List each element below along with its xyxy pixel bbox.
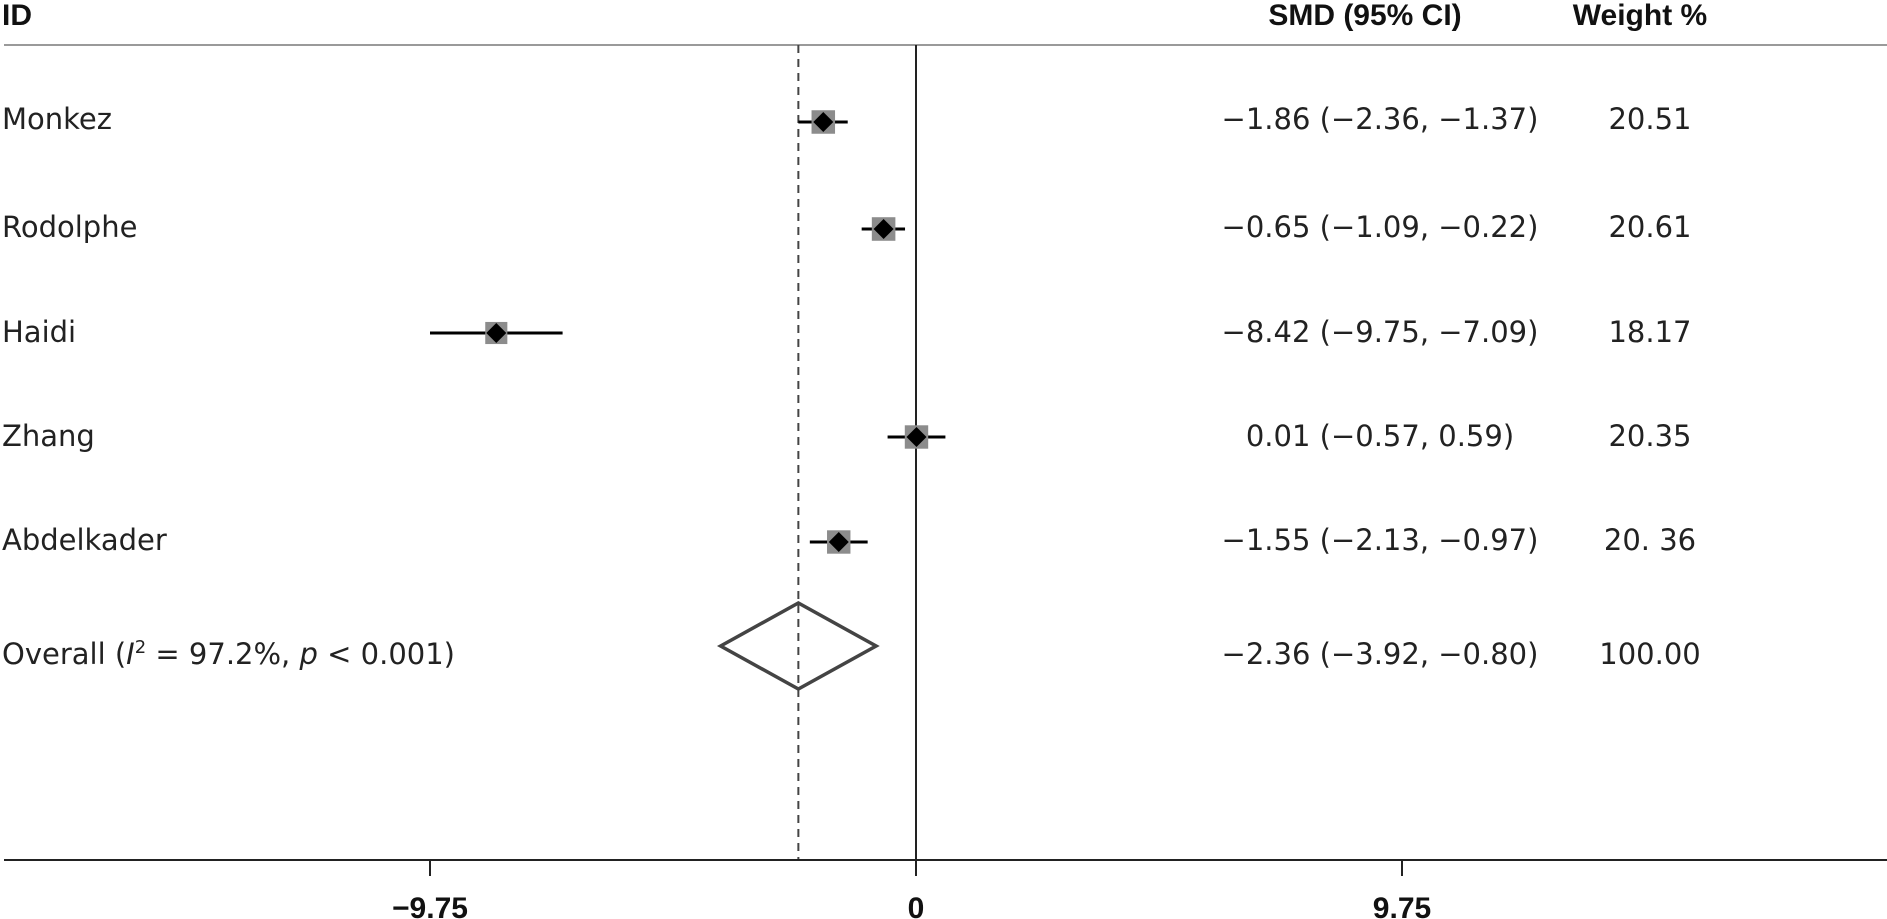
overall-weight-text: 100.00 bbox=[1599, 637, 1700, 671]
study-weight-text: 18.17 bbox=[1608, 315, 1691, 349]
study-label: Zhang bbox=[2, 419, 95, 453]
point-estimate-monkez bbox=[813, 112, 834, 132]
study-label: Haidi bbox=[2, 315, 76, 349]
study-weight-text: 20.51 bbox=[1608, 102, 1691, 136]
study-label: Abdelkader bbox=[2, 523, 167, 557]
study-weight-text: 20. 36 bbox=[1604, 523, 1696, 557]
point-estimate-abdelkader bbox=[828, 532, 849, 552]
study-row-rodolphe: Rodolphe −0.65 (−1.09, −0.22) 20.61 bbox=[2, 210, 1692, 244]
header-id: ID bbox=[2, 0, 32, 32]
point-estimate-haidi bbox=[486, 323, 507, 343]
study-weight-text: 20.35 bbox=[1608, 419, 1691, 453]
point-estimate-zhang bbox=[906, 427, 927, 447]
i2-symbol: I bbox=[126, 637, 135, 671]
i2-value: = 97.2%, bbox=[146, 637, 299, 671]
header-weight: Weight % bbox=[1573, 0, 1707, 32]
study-ci-text: 0.01 (−0.57, 0.59) bbox=[1246, 419, 1514, 453]
p-symbol: p bbox=[299, 637, 318, 671]
study-marks bbox=[430, 110, 946, 691]
overall-label: Overall (I2 = 97.2%, p < 0.001) bbox=[2, 637, 455, 671]
study-weight-text: 20.61 bbox=[1608, 210, 1691, 244]
overall-prefix: Overall ( bbox=[2, 637, 126, 671]
study-ci-text: −1.55 (−2.13, −0.97) bbox=[1222, 523, 1539, 557]
study-row-zhang: Zhang 0.01 (−0.57, 0.59) 20.35 bbox=[2, 419, 1692, 453]
overall-ci-text: −2.36 (−3.92, −0.80) bbox=[1222, 637, 1539, 671]
study-ci-text: −1.86 (−2.36, −1.37) bbox=[1222, 102, 1539, 136]
x-tick-label: 9.75 bbox=[1373, 892, 1431, 919]
i2-superscript: 2 bbox=[135, 637, 146, 658]
p-value: < 0.001) bbox=[318, 637, 455, 671]
study-label: Rodolphe bbox=[2, 210, 137, 244]
point-estimate-rodolphe bbox=[873, 219, 894, 239]
x-tick-label: 0 bbox=[908, 892, 925, 919]
x-tick-label: −9.75 bbox=[392, 892, 468, 919]
overall-row: Overall (I2 = 97.2%, p < 0.001) −2.36 (−… bbox=[2, 637, 1701, 671]
study-ci-text: −0.65 (−1.09, −0.22) bbox=[1222, 210, 1539, 244]
study-label: Monkez bbox=[2, 102, 112, 136]
study-ci-text: −8.42 (−9.75, −7.09) bbox=[1222, 315, 1539, 349]
x-axis-ticks: −9.75 0 9.75 bbox=[392, 860, 1431, 919]
study-row-monkez: Monkez −1.86 (−2.36, −1.37) 20.51 bbox=[2, 102, 1692, 136]
study-row-haidi: Haidi −8.42 (−9.75, −7.09) 18.17 bbox=[2, 315, 1692, 349]
overall-diamond bbox=[716, 601, 880, 691]
study-row-abdelkader: Abdelkader −1.55 (−2.13, −0.97) 20. 36 bbox=[2, 523, 1696, 557]
header-smd: SMD (95% CI) bbox=[1268, 0, 1461, 32]
